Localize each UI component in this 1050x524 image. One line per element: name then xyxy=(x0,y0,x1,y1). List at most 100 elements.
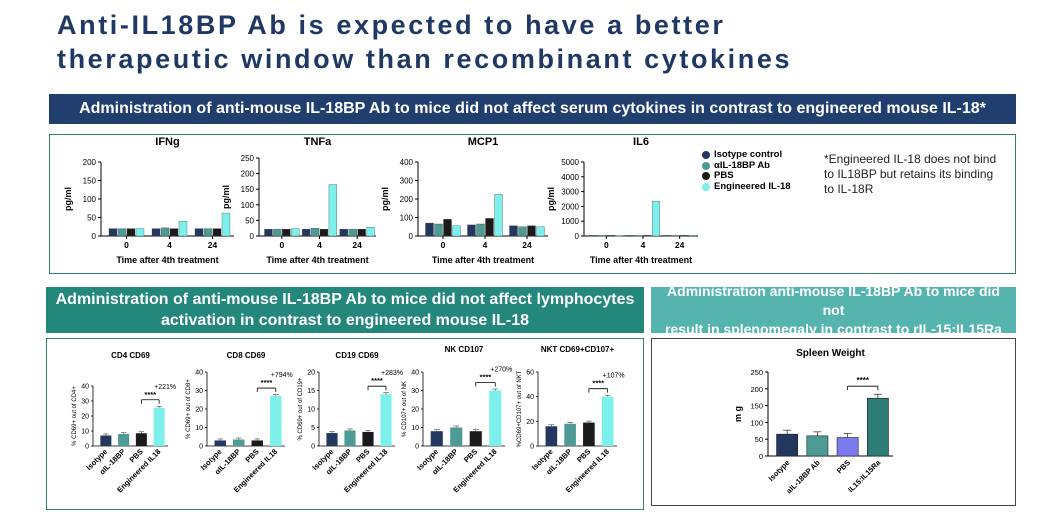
bar xyxy=(527,225,536,237)
bar xyxy=(601,396,614,446)
y-tick-label: 0 xyxy=(409,232,414,241)
legend-marker-icon xyxy=(702,182,710,191)
bar xyxy=(282,228,291,237)
y-tick-label: 200 xyxy=(83,158,97,167)
chart-title: TNFa xyxy=(304,136,332,148)
y-tick-label: 150 xyxy=(83,177,97,186)
legend-item-pbs: PBS xyxy=(702,170,791,182)
bar xyxy=(434,223,443,237)
legend-marker-icon xyxy=(702,161,710,170)
bar xyxy=(328,184,337,237)
bar xyxy=(344,430,356,446)
bar xyxy=(310,228,320,237)
x-tick-label: 4 xyxy=(167,240,172,250)
bar xyxy=(135,228,145,237)
y-tick-label: 20 xyxy=(411,407,419,414)
bar xyxy=(117,228,127,237)
bar xyxy=(221,212,231,237)
bar xyxy=(598,235,606,237)
legend-item-il18bp-ab: αIL-18BP Ab xyxy=(702,159,791,172)
bar xyxy=(662,235,671,237)
y-tick-label: 100 xyxy=(241,201,255,210)
y-tick-label: 150 xyxy=(241,185,255,194)
y-tick-label: 40 xyxy=(526,394,534,401)
y-tick-label: 0 xyxy=(415,444,419,451)
y-tick-label: 0 xyxy=(575,232,580,241)
y-tick-label: 0 xyxy=(311,444,315,451)
chart-title: Spleen Weight xyxy=(796,348,865,359)
bar xyxy=(118,434,130,446)
bar xyxy=(135,433,147,446)
y-axis-label: % CD69+ out of CD19+ xyxy=(298,377,304,441)
serum-cytokines-panel xyxy=(49,134,1016,274)
y-axis-label: m g xyxy=(733,406,743,422)
y-tick-label: 100 xyxy=(750,418,763,427)
y-tick-label: 0 xyxy=(199,444,203,451)
bar xyxy=(357,228,366,237)
chart-title: NK CD107 xyxy=(445,345,484,354)
bar xyxy=(545,426,558,446)
bar xyxy=(776,433,799,457)
percent-change-label: +283% xyxy=(381,370,403,377)
y-axis-label: % CD69+ out of CD4+ xyxy=(72,386,78,446)
bar xyxy=(518,226,527,237)
y-tick-label: 200 xyxy=(400,195,414,204)
y-tick-label: 5 xyxy=(311,425,315,432)
percent-change-label: +794% xyxy=(271,372,293,379)
bar xyxy=(452,225,461,237)
bar xyxy=(866,397,889,457)
bar xyxy=(264,228,273,237)
bar xyxy=(273,228,282,237)
page-title: Anti-IL18BP Ab is expected to have a bet… xyxy=(57,8,792,76)
spleen-banner: Administration anti-mouse IL-18BP Ab to … xyxy=(651,283,1016,337)
percent-change-label: +270% xyxy=(490,367,512,374)
y-tick-label: 300 xyxy=(400,177,414,186)
spleen-banner-line-2: result in splenomegaly in contrast to rI… xyxy=(665,320,1002,337)
bar xyxy=(160,227,170,237)
y-tick-label: 0 xyxy=(530,444,534,451)
bar xyxy=(680,235,688,237)
serum-cytokines-banner: Administration of anti-mouse IL-18BP Ab … xyxy=(49,94,1016,124)
y-tick-label: 40 xyxy=(411,370,419,377)
y-tick-label: 50 xyxy=(755,435,763,444)
x-tick-label: PBS xyxy=(835,458,852,475)
significance-stars: **** xyxy=(592,379,604,388)
y-axis-label: pg/ml xyxy=(380,187,390,211)
significance-stars: **** xyxy=(480,373,492,382)
bar xyxy=(326,433,338,446)
y-tick-label: 20 xyxy=(81,414,89,421)
bar xyxy=(485,218,494,237)
y-tick-label: 20 xyxy=(307,370,315,377)
bar xyxy=(476,223,485,237)
y-tick-label: 0 xyxy=(85,444,89,451)
chart-title: IL6 xyxy=(633,136,649,148)
y-tick-label: 250 xyxy=(750,368,763,377)
y-tick-label: 50 xyxy=(87,214,96,223)
bar xyxy=(469,431,482,446)
y-tick-label: 30 xyxy=(195,388,203,395)
y-axis-label: pg/ml xyxy=(546,187,556,211)
legend-item-isotype: Isotype control xyxy=(702,149,791,161)
bar xyxy=(126,228,136,237)
bar xyxy=(643,235,652,237)
y-tick-label: 60 xyxy=(526,370,534,377)
bar xyxy=(366,227,375,237)
cytokine-legend: Isotype control αIL-18BP Ab PBS Engineer… xyxy=(702,149,791,192)
x-tick-label: 24 xyxy=(675,240,685,250)
bar xyxy=(536,226,545,237)
x-tick-label: 4 xyxy=(483,240,488,250)
lymph-banner-line-2: activation in contrast to engineered mou… xyxy=(160,312,530,329)
legend-marker-icon xyxy=(702,151,710,160)
spleen-banner-text: Administration anti-mouse IL-18BP Ab to … xyxy=(657,282,1010,339)
y-tick-label: 150 xyxy=(750,402,763,411)
bar xyxy=(806,435,829,457)
y-tick-label: 3000 xyxy=(561,188,579,197)
legend-label: αIL-18BP Ab xyxy=(714,159,770,171)
spleen-panel xyxy=(651,338,1016,506)
x-axis-label: Time after 4th treatment xyxy=(116,255,218,265)
y-axis-label: % CD69+ out of CD8+ xyxy=(186,379,192,439)
